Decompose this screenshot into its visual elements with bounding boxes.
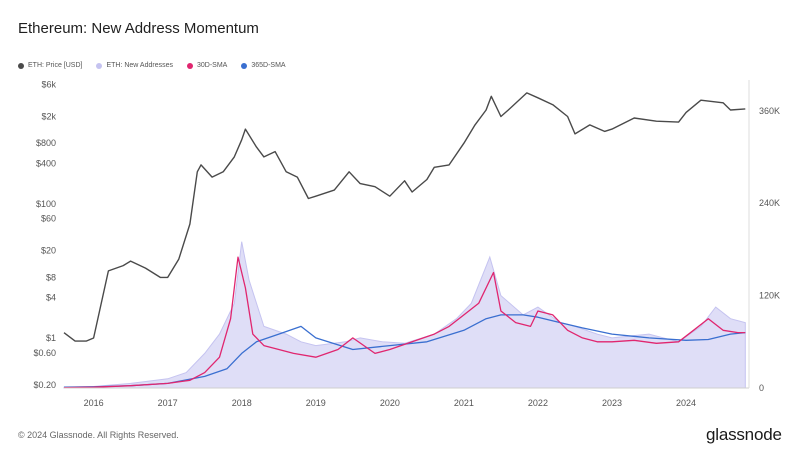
series-price-line (63, 92, 746, 342)
x-tick-label: 2016 (84, 398, 104, 408)
y-left-tick-label: $8 (46, 272, 56, 282)
y-left-tick-label: $0.60 (33, 348, 56, 358)
legend-item-365d-sma[interactable]: 365D-SMA (241, 62, 286, 69)
y-left-tick-label: $60 (41, 214, 56, 224)
y-left-tick-label: $1 (46, 333, 56, 343)
y-left-tick-label: $4 (46, 293, 56, 303)
legend-dot-365d-sma (241, 62, 248, 69)
y-left-tick-label: $6k (41, 79, 56, 89)
brand-logo: glassnode (706, 425, 782, 444)
series-365d-sma-line (63, 314, 746, 388)
y-left-tick-label: $800 (36, 138, 56, 148)
legend-item-30d-sma[interactable]: 30D-SMA (186, 62, 228, 69)
legend-item-new-addresses[interactable]: ETH: New Addresses (96, 62, 173, 69)
series-30d-sma-line (63, 256, 746, 389)
x-tick-label: 2022 (528, 398, 548, 408)
y-left-tick-label: $2k (41, 112, 56, 122)
x-tick-label: 2023 (602, 398, 622, 408)
legend-dot-new-addresses (96, 62, 103, 69)
y-right-tick-label: 360K (759, 106, 780, 116)
legend-label-30d-sma: 30D-SMA (196, 62, 228, 69)
y-left-tick-label: $100 (36, 199, 56, 209)
y-right-tick-label: 0 (759, 383, 764, 393)
axis-layer: $0.20 $0.60 $1 $4 $8 $20 $60 $100 $400 $800 $2k $6k… (33, 79, 780, 408)
chart-legend: ETH: Price [USD] ETH: New Addresses 30D-… (18, 62, 286, 69)
x-tick-label: 2021 (454, 398, 474, 408)
legend-dot-30d-sma (186, 62, 193, 69)
x-tick-label: 2018 (232, 398, 252, 408)
legend-label-365d-sma: 365D-SMA (251, 62, 286, 69)
legend-label-price: ETH: Price [USD] (28, 62, 83, 69)
series-new-addresses-area (63, 241, 746, 389)
page-title: Ethereum: New Address Momentum (18, 20, 259, 37)
y-right-tick-label: 120K (759, 291, 780, 301)
series-layer (63, 92, 746, 389)
y-left-tick-label: $400 (36, 158, 56, 168)
y-right-tick-label: 240K (759, 198, 780, 208)
y-left-tick-label: $20 (41, 246, 56, 256)
legend-label-new-addresses: ETH: New Addresses (106, 62, 173, 69)
legend-item-price[interactable]: ETH: Price [USD] (18, 62, 82, 69)
x-tick-label: 2019 (306, 398, 326, 408)
legend-dot-price (18, 62, 24, 69)
x-tick-label: 2024 (676, 398, 696, 408)
copyright-text: © 2024 Glassnode. All Rights Reserved. (18, 430, 179, 440)
x-tick-label: 2020 (380, 398, 400, 408)
x-tick-label: 2017 (158, 398, 178, 408)
y-left-tick-label: $0.20 (33, 380, 56, 390)
